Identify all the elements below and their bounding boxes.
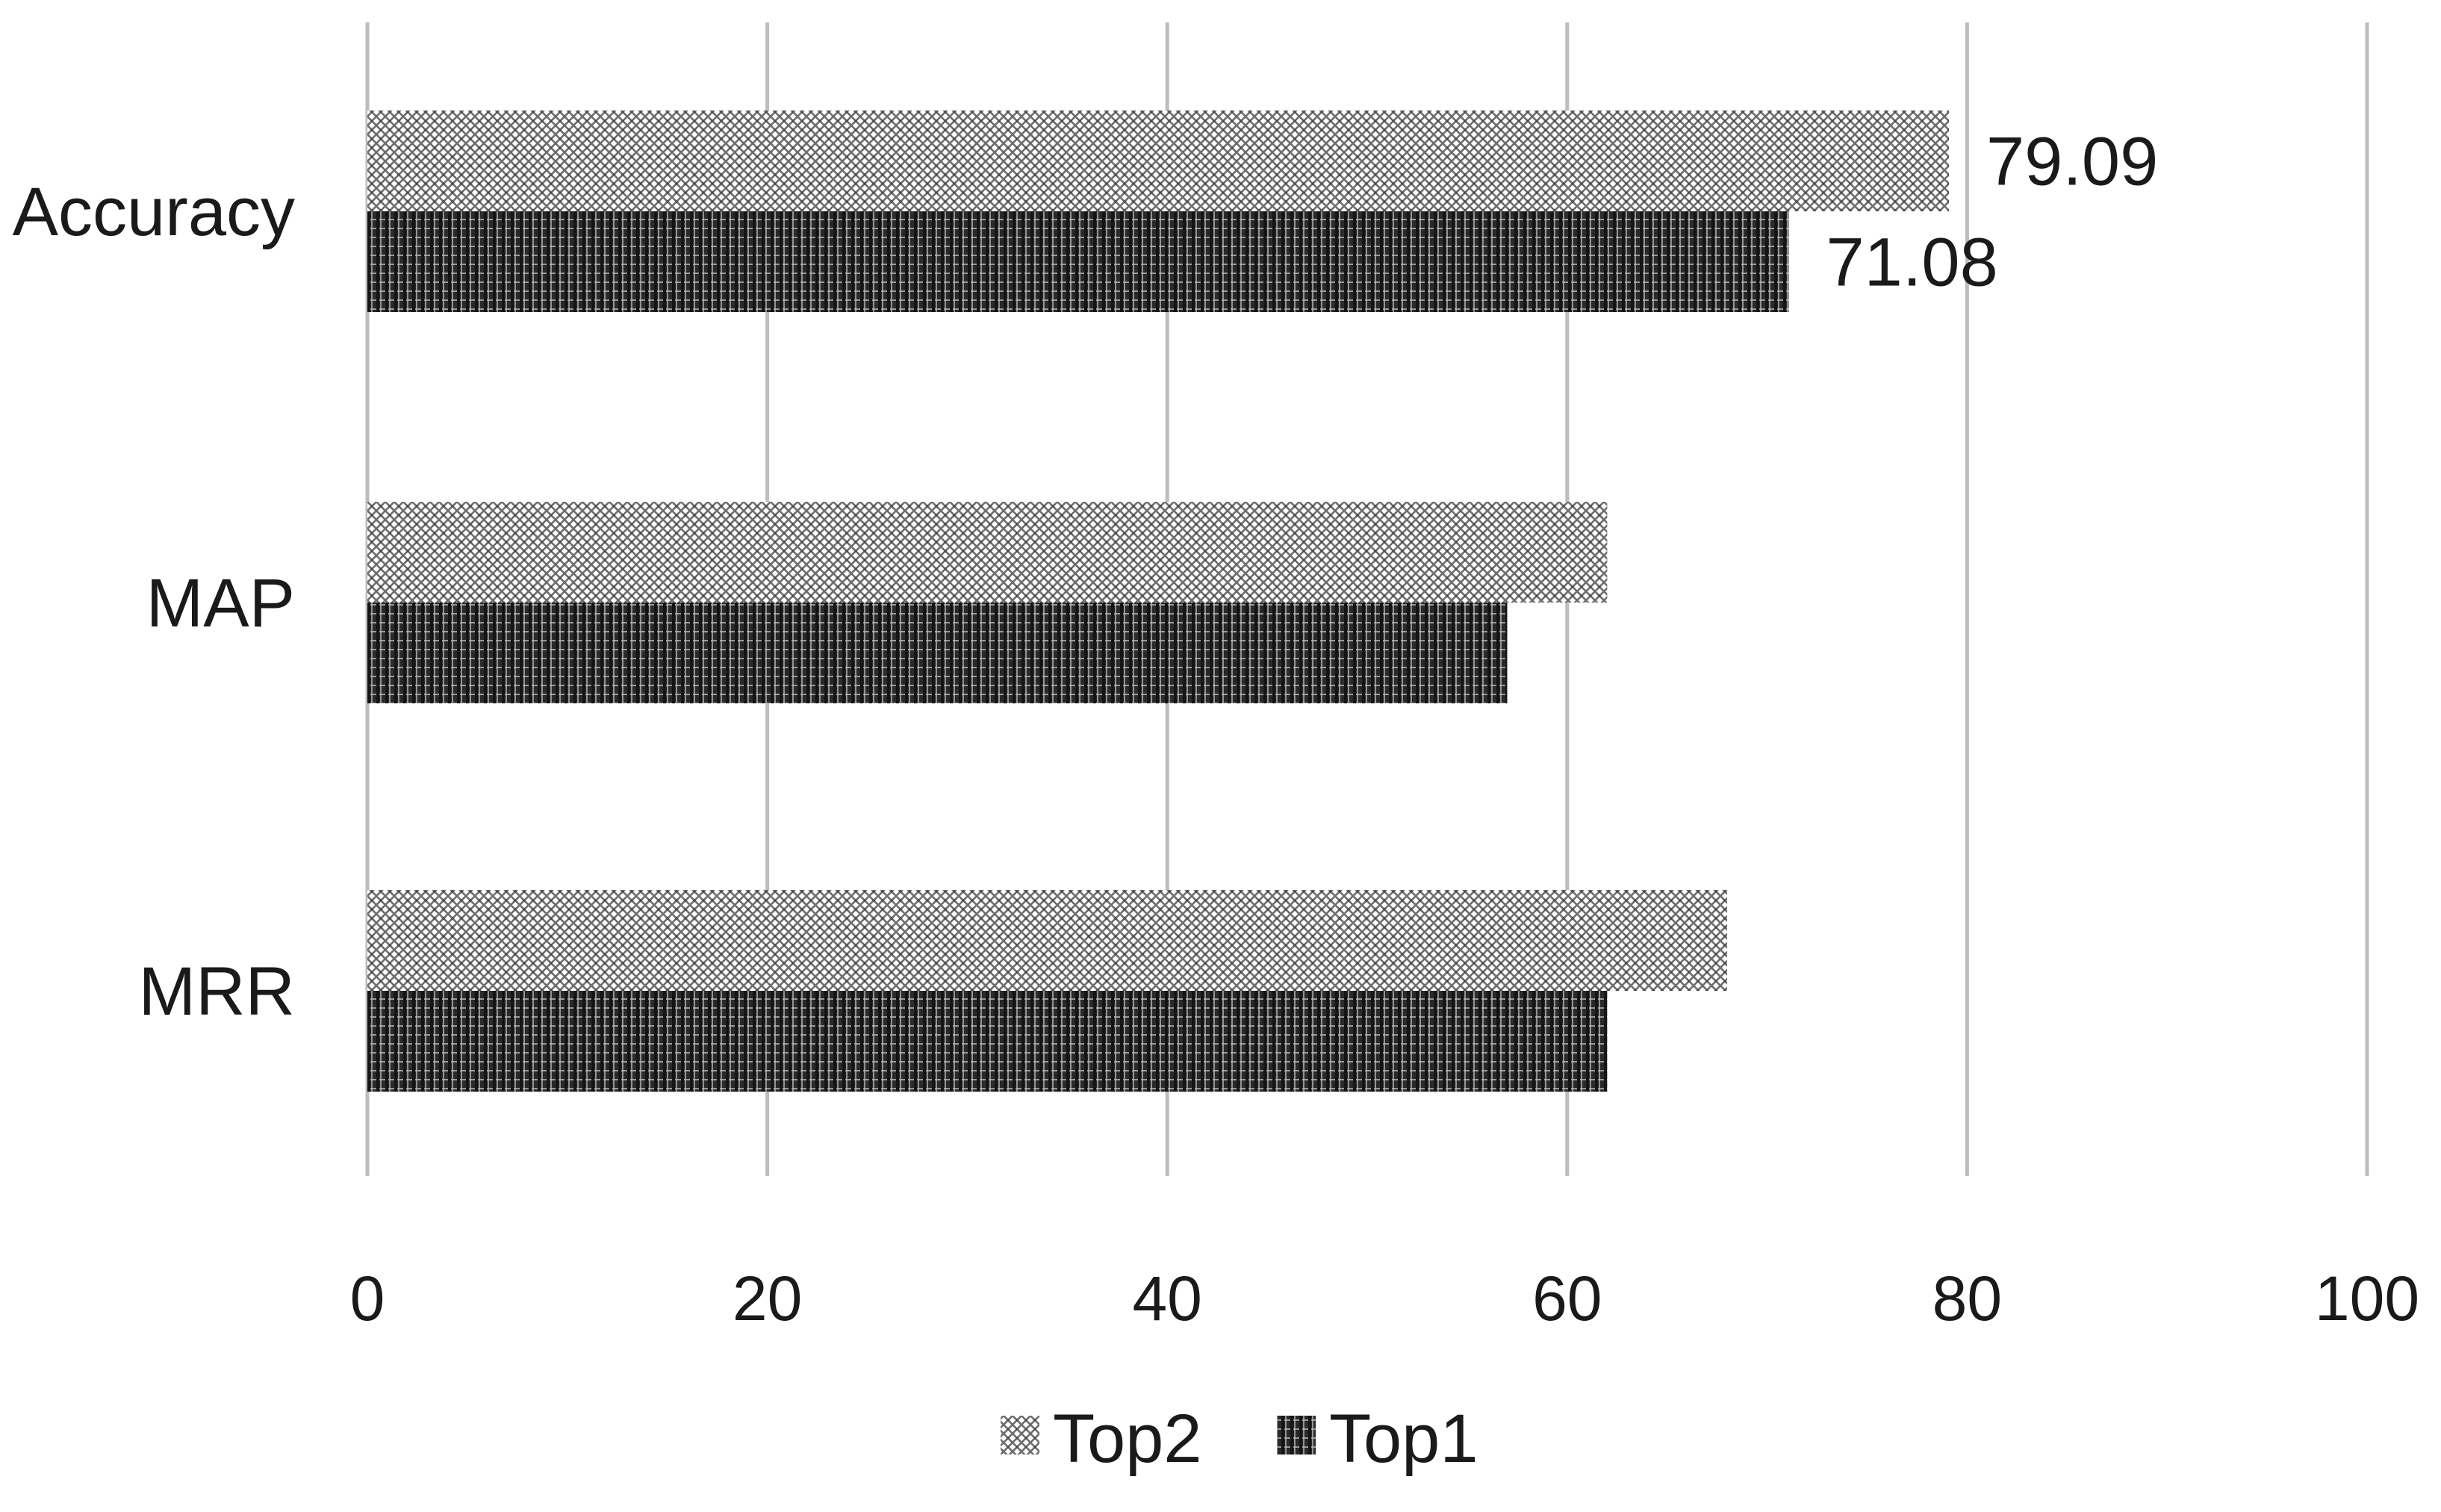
category-label: MRR xyxy=(138,953,295,1030)
bars xyxy=(367,111,1950,1092)
category-labels: Accuracy MAP MRR xyxy=(13,174,295,1030)
legend-label: Top2 xyxy=(1053,1401,1202,1477)
x-tick-label: 100 xyxy=(2315,1263,2419,1334)
bar-top2-map xyxy=(367,502,1608,603)
x-tick-label: 0 xyxy=(350,1263,385,1334)
legend-swatch-top2 xyxy=(1001,1416,1039,1455)
x-axis-ticks: 0 20 40 60 80 100 xyxy=(350,1263,2419,1334)
legend-label: Top1 xyxy=(1329,1401,1478,1477)
data-label: 71.08 xyxy=(1826,225,1998,301)
bar-top1-mrr xyxy=(367,991,1608,1092)
category-label: MAP xyxy=(146,565,295,641)
bar-top2-accuracy xyxy=(367,111,1950,211)
bar-top1-accuracy xyxy=(367,211,1789,312)
bar-top2-mrr xyxy=(367,890,1728,991)
x-tick-label: 80 xyxy=(1932,1263,2002,1334)
legend-swatch-top1 xyxy=(1277,1416,1316,1455)
x-tick-label: 60 xyxy=(1532,1263,1602,1334)
data-label: 79.09 xyxy=(1986,124,2158,200)
x-tick-label: 20 xyxy=(733,1263,802,1334)
x-tick-label: 40 xyxy=(1132,1263,1201,1334)
bar-top1-map xyxy=(367,603,1508,703)
data-labels: 79.09 71.08 xyxy=(1826,124,2159,301)
category-label: Accuracy xyxy=(13,174,295,250)
legend: Top2 Top1 xyxy=(1001,1401,1478,1477)
